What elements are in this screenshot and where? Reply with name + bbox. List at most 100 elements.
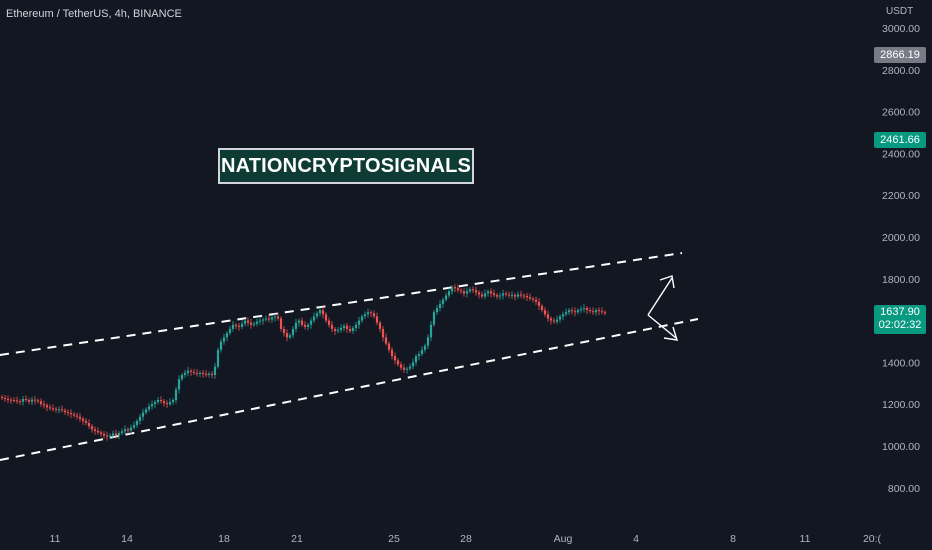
price-tick-label: 2200.00 (882, 190, 920, 202)
candle-body (594, 310, 598, 313)
candle-body (303, 324, 307, 327)
candlestick-series (0, 284, 607, 441)
candle-body (93, 429, 97, 431)
candle-body (507, 294, 511, 296)
candle-body (228, 328, 232, 334)
time-tick-label: 28 (460, 533, 472, 545)
candle-body (162, 401, 166, 404)
candle-body (294, 322, 298, 329)
candle-body (318, 310, 322, 314)
candle-body (150, 404, 154, 407)
candle-body (123, 429, 127, 432)
candle-body (21, 398, 25, 402)
candle-body (546, 314, 550, 319)
watermark-label: NATIONCRYPTOSIGNALS (218, 148, 474, 184)
candle-body (195, 372, 199, 374)
price-tick-label: 1200.00 (882, 399, 920, 411)
current-price-value: 1637.90 (880, 306, 920, 318)
candle-body (204, 373, 208, 375)
candle-body (267, 318, 271, 320)
candle-body (216, 349, 220, 367)
candle-body (165, 403, 169, 405)
candle-body (378, 322, 382, 329)
candle-body (3, 397, 7, 399)
candle-body (240, 323, 244, 327)
candle-body (396, 360, 400, 365)
candle-body (465, 291, 469, 294)
candle-body (234, 324, 238, 326)
candle-body (48, 407, 52, 409)
candle-body (291, 328, 295, 336)
candle-body (126, 429, 130, 431)
candle-body (423, 345, 427, 350)
candle-body (147, 406, 151, 410)
candle-body (99, 432, 103, 434)
candle-body (381, 328, 385, 338)
candle-body (75, 415, 79, 417)
candle-body (276, 316, 280, 319)
candle-body (60, 409, 64, 411)
candle-body (183, 372, 187, 375)
candle-body (351, 327, 355, 332)
candle-body (369, 312, 373, 314)
candle-body (438, 303, 442, 309)
candle-body (366, 312, 370, 315)
candle-body (117, 433, 121, 436)
candle-body (270, 317, 274, 320)
candle-body (261, 319, 265, 321)
time-tick-label: 25 (388, 533, 400, 545)
arrow-down-head (663, 326, 678, 341)
candle-body (597, 310, 601, 312)
time-tick-label: 21 (291, 533, 303, 545)
candle-body (6, 398, 10, 400)
candle-body (330, 324, 334, 329)
candle-body (525, 295, 529, 298)
candle-body (576, 310, 580, 313)
current-price-badge: 1637.90 02:02:32 (874, 305, 926, 334)
candle-body (552, 320, 556, 322)
candle-body (459, 290, 463, 292)
candle-body (387, 343, 391, 350)
candle-body (522, 295, 526, 297)
candle-body (111, 433, 115, 436)
candle-body (405, 368, 409, 370)
price-tick-label: 1800.00 (882, 274, 920, 286)
candle-body (243, 320, 247, 324)
candle-body (342, 325, 346, 328)
candle-body (417, 354, 421, 357)
candle-body (516, 294, 520, 297)
candle-body (237, 325, 241, 327)
candle-body (63, 410, 67, 413)
candle-body (573, 311, 577, 313)
candle-body (435, 308, 439, 313)
time-tick-label: 4 (633, 533, 639, 545)
candle-body (42, 404, 46, 406)
candle-body (288, 335, 292, 338)
candle-body (468, 289, 472, 292)
candle-body (78, 416, 82, 419)
candle-body (102, 433, 106, 436)
candle-body (567, 310, 571, 313)
candle-body (222, 337, 226, 342)
candle-body (120, 431, 124, 434)
candle-body (285, 333, 289, 338)
candle-body (144, 409, 148, 413)
candle-body (231, 324, 235, 329)
bar-countdown: 02:02:32 (878, 319, 922, 331)
time-tick-label: 14 (121, 533, 133, 545)
candle-body (354, 324, 358, 328)
candle-body (411, 362, 415, 367)
candle-body (360, 316, 364, 321)
candle-body (159, 400, 163, 402)
price-tick-label: 1400.00 (882, 357, 920, 369)
candle-body (129, 427, 133, 431)
candle-body (213, 366, 217, 375)
candle-body (582, 308, 586, 310)
candle-body (177, 379, 181, 390)
time-tick-label: 20:( (863, 533, 882, 545)
candle-body (219, 341, 223, 350)
candle-body (585, 308, 589, 311)
candle-body (87, 423, 91, 427)
candle-body (504, 293, 508, 295)
